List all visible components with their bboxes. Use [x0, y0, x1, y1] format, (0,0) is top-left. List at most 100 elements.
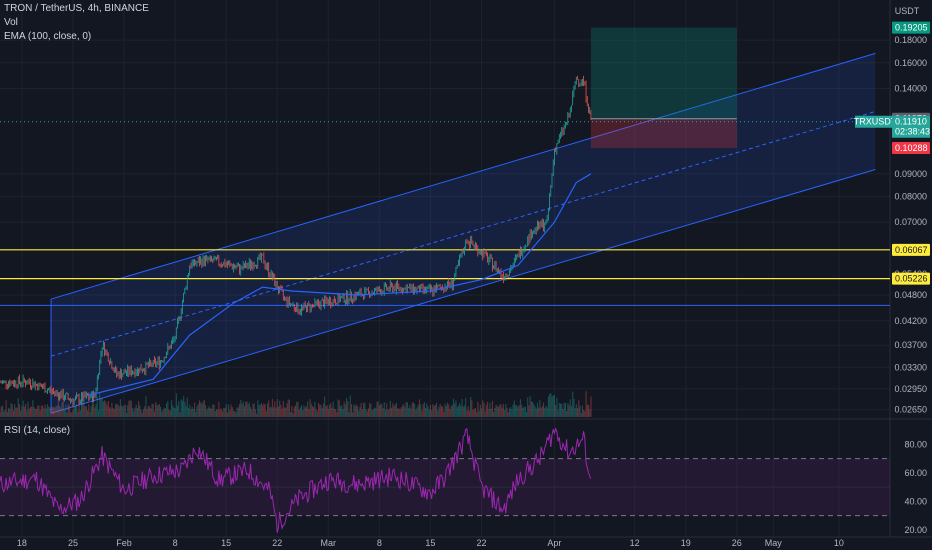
volume-bar	[49, 407, 51, 417]
support-lower-label: 0.05226	[895, 274, 928, 284]
rsi-line[interactable]	[0, 427, 592, 533]
volume-bar	[516, 405, 518, 417]
volume-bar	[569, 399, 571, 417]
price-tick-label: 0.16000	[894, 58, 927, 68]
symbol-legend[interactable]: TRON / TetherUS, 4h, BINANCE	[4, 3, 149, 14]
volume-bar	[56, 405, 58, 417]
volume-bar	[409, 405, 411, 417]
volume-bar	[387, 409, 389, 417]
volume-bar	[468, 410, 470, 417]
volume-bar	[310, 403, 312, 417]
volume-bar	[578, 400, 580, 417]
volume-bar	[74, 406, 76, 417]
rsi-legend[interactable]: RSI (14, close)	[4, 425, 71, 436]
support-lower-label-bg	[892, 272, 930, 285]
volume-bar	[315, 409, 317, 417]
volume-bar	[275, 407, 277, 417]
volume-bar	[141, 412, 143, 417]
volume-bar	[573, 399, 575, 417]
volume-bar	[568, 405, 570, 417]
price-tick-label: 0.04200	[894, 316, 927, 326]
volume-bar	[280, 404, 282, 417]
volume-bar	[231, 407, 233, 417]
volume-bar	[354, 405, 356, 417]
volume-bar	[294, 405, 297, 417]
bar-countdown: 02:38:43	[895, 127, 930, 137]
volume-bar	[296, 401, 298, 417]
volume-legend[interactable]: Vol	[4, 17, 18, 28]
channel-upper-line[interactable]	[50, 52, 876, 300]
volume-bar	[135, 404, 137, 417]
volume-bar	[313, 407, 315, 417]
volume-bar	[472, 409, 474, 417]
volume-bar	[330, 403, 332, 417]
volume-bar	[59, 405, 61, 417]
volume-bar	[241, 403, 243, 417]
volume-bar	[324, 396, 326, 417]
volume-bar	[169, 410, 171, 417]
volume-bar	[523, 406, 525, 417]
volume-bar	[360, 402, 362, 417]
price-tick-label: 0.03700	[894, 340, 927, 350]
volume-bar	[511, 408, 513, 417]
channel-lower-line[interactable]	[50, 169, 876, 414]
volume-bar	[161, 411, 163, 417]
volume-bar	[482, 400, 484, 417]
stop-zone[interactable]	[590, 118, 737, 148]
volume-bar	[563, 402, 565, 417]
volume-bar	[557, 410, 559, 417]
volume-bar	[242, 401, 244, 417]
volume-bar	[208, 406, 210, 417]
volume-bar	[34, 408, 36, 417]
volume-bar	[213, 404, 215, 417]
volume-bar	[230, 404, 232, 417]
volume-bar	[31, 406, 33, 417]
volume-bar	[499, 404, 501, 417]
volume-bar	[4, 409, 6, 417]
volume-bar	[327, 408, 329, 417]
volume-bar	[303, 405, 305, 417]
volume-bar	[474, 408, 476, 417]
volume-bar	[88, 404, 90, 417]
volume-bar	[232, 410, 235, 417]
volume-bar	[185, 405, 187, 417]
volume-bar	[399, 409, 401, 417]
ema-legend[interactable]: EMA (100, close, 0)	[4, 31, 92, 42]
volume-bar	[420, 404, 422, 417]
volume-bar	[483, 402, 485, 417]
volume-bar	[525, 412, 528, 417]
volume-bar	[590, 396, 592, 417]
current-price-bg	[892, 115, 930, 138]
volume-bar	[375, 408, 377, 417]
volume-bar	[304, 407, 306, 417]
volume-bar	[363, 402, 365, 417]
volume-bar	[168, 409, 170, 417]
volume-bar	[71, 412, 73, 417]
volume-bar	[179, 412, 181, 417]
volume-bar	[528, 405, 530, 417]
volume-bar	[311, 405, 314, 417]
time-tick-label: 8	[173, 538, 178, 548]
volume-bar	[479, 404, 481, 417]
ema-line[interactable]	[87, 173, 592, 397]
channel-mid-line[interactable]	[50, 110, 876, 357]
volume-bar	[456, 407, 458, 417]
volume-bar	[127, 405, 129, 417]
volume-bar	[581, 405, 583, 417]
volume-bar	[20, 410, 22, 417]
volume-bar	[450, 406, 452, 417]
volume-bar	[574, 408, 576, 417]
volume-bar	[66, 412, 68, 417]
volume-bar	[522, 408, 524, 417]
volume-bar	[586, 404, 588, 417]
target-zone[interactable]	[590, 27, 737, 119]
volume-bar	[164, 408, 166, 417]
volume-bar	[224, 407, 226, 417]
volume-bar	[316, 411, 318, 417]
volume-bar	[246, 401, 248, 417]
volume-bar	[249, 406, 252, 417]
volume-bar	[84, 406, 86, 417]
volume-bar	[262, 405, 264, 417]
volume-bar	[339, 406, 342, 417]
